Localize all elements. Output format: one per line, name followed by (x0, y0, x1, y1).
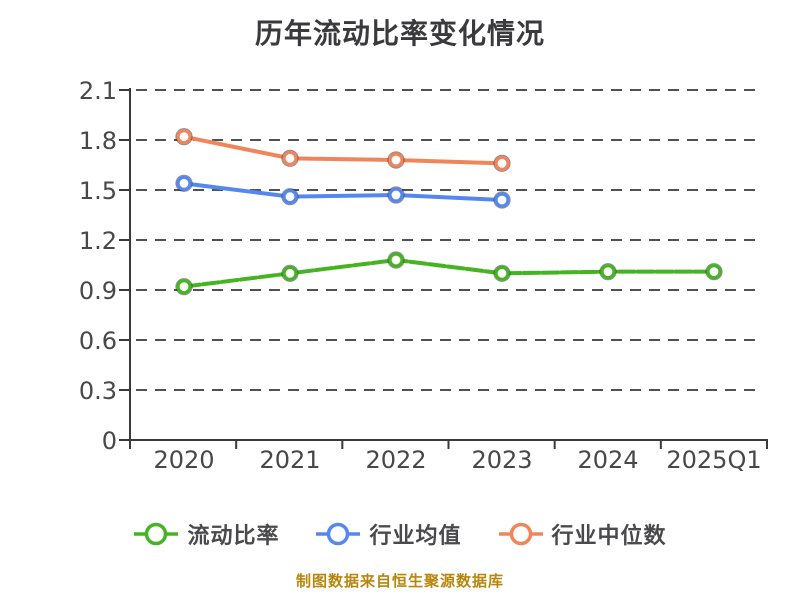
data-point-marker (494, 265, 510, 281)
series-line (182, 181, 504, 202)
data-point-edge (387, 186, 405, 204)
legend-label: 流动比率 (187, 524, 280, 549)
y-tick-label: 0 (102, 427, 117, 455)
y-tick-label: 1.2 (79, 227, 117, 255)
y-tick-label: 0.6 (79, 327, 117, 355)
y-tick-label: 0.3 (79, 377, 117, 405)
data-point-edge (599, 263, 617, 281)
legend-label: 行业均值 (369, 524, 462, 549)
x-tick-label: 2025Q1 (666, 446, 761, 474)
legend-item-industry-median: 行业中位数 (498, 518, 667, 550)
y-tick-label: 2.1 (79, 77, 117, 105)
legend-marker-icon (498, 522, 543, 546)
data-point-edge (175, 128, 193, 146)
x-tick-label: 2024 (577, 446, 638, 474)
data-point-edge (493, 191, 511, 209)
series-line (182, 134, 504, 166)
data-point-edge (281, 264, 299, 282)
data-point-marker (176, 279, 192, 295)
x-tick-label: 2023 (471, 446, 532, 474)
data-point-edge (175, 174, 193, 192)
chart-title: 历年流动比率变化情况 (254, 17, 545, 50)
data-point-marker (282, 265, 298, 281)
legend-marker-icon (316, 522, 361, 546)
y-tick-label: 1.5 (79, 177, 117, 205)
x-tick-label: 2020 (153, 446, 214, 474)
chart-legend: 流动比率 行业均值 行业中位数 (0, 518, 800, 550)
legend-label: 行业中位数 (551, 524, 667, 549)
data-point-edge (387, 151, 405, 169)
data-point-edge (705, 263, 723, 281)
data-point-marker (388, 187, 404, 203)
y-tick-label: 0.9 (79, 277, 117, 305)
data-point-marker (494, 192, 510, 208)
legend-item-industry-mean: 行业均值 (315, 518, 461, 550)
data-point-marker (282, 189, 298, 205)
data-point-edge (387, 251, 405, 269)
y-tick-label: 1.8 (79, 127, 117, 155)
data-point-marker (282, 150, 298, 166)
data-point-marker (706, 264, 722, 280)
data-point-marker (600, 264, 616, 280)
data-point-edge (175, 278, 193, 296)
data-point-marker (388, 152, 404, 168)
series-line (182, 258, 716, 289)
data-point-marker (176, 129, 192, 145)
data-point-marker (388, 252, 404, 268)
x-tick-label: 2022 (365, 446, 426, 474)
x-tick-label: 2021 (259, 446, 320, 474)
data-point-edge (281, 188, 299, 206)
legend-marker-icon (134, 522, 179, 546)
data-point-edge (281, 149, 299, 167)
data-point-marker (176, 175, 192, 191)
legend-item-current-ratio: 流动比率 (133, 518, 279, 550)
data-point-marker (494, 155, 510, 171)
data-point-edge (493, 154, 511, 172)
data-source-note: 制图数据来自恒生聚源数据库 (295, 572, 504, 590)
data-point-edge (493, 264, 511, 282)
